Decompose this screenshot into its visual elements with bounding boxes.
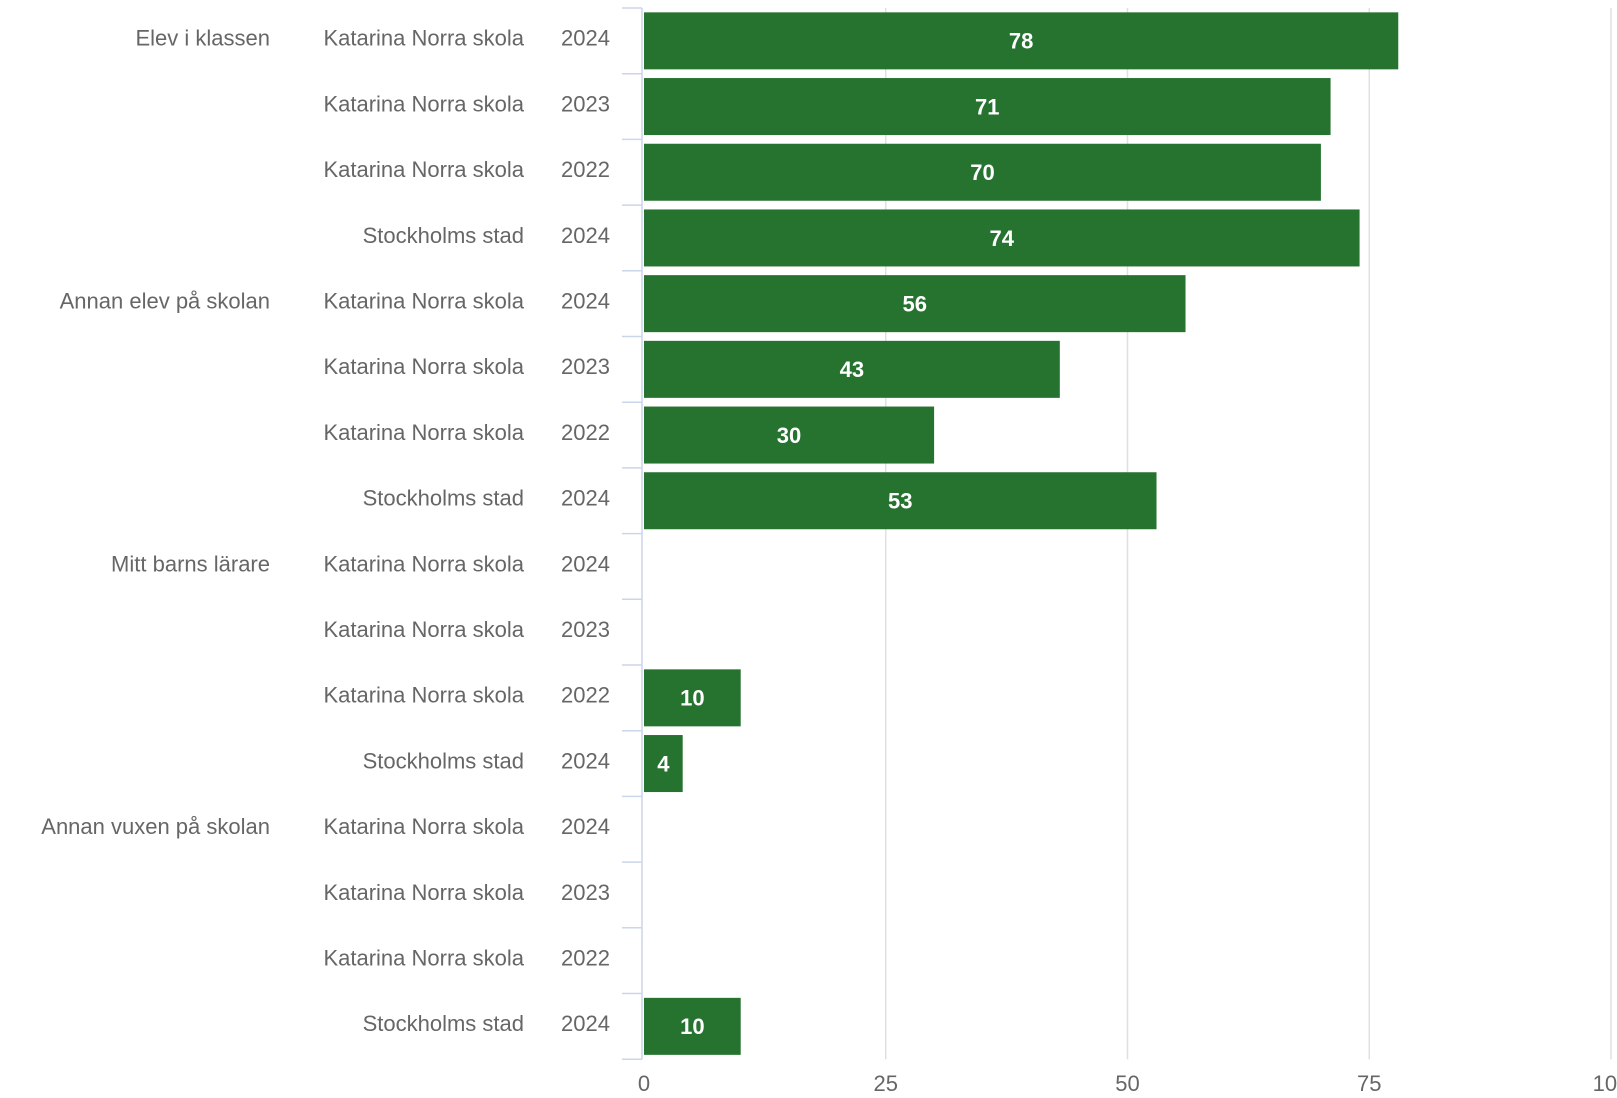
- bar: [644, 997, 741, 1055]
- entity-label: Katarina Norra skola: [323, 617, 524, 642]
- year-label: 2024: [561, 814, 610, 839]
- x-tick-label: 50: [1115, 1071, 1139, 1096]
- entity-label: Katarina Norra skola: [323, 420, 524, 445]
- data-label: 43: [840, 357, 864, 382]
- data-label: 78: [1009, 29, 1033, 54]
- entity-label: Katarina Norra skola: [323, 354, 524, 379]
- data-label: 30: [777, 423, 801, 448]
- year-label: 2024: [561, 551, 610, 576]
- entity-label: Katarina Norra skola: [323, 683, 524, 708]
- group-label: Elev i klassen: [135, 26, 270, 51]
- bar: [644, 275, 1186, 333]
- group-label: Annan vuxen på skolan: [41, 814, 270, 839]
- entity-label: Stockholms stad: [363, 748, 524, 773]
- entity-label: Katarina Norra skola: [323, 26, 524, 51]
- year-label: 2022: [561, 945, 610, 970]
- entity-label: Katarina Norra skola: [323, 880, 524, 905]
- year-label: 2023: [561, 91, 610, 116]
- bar: [644, 472, 1157, 530]
- group-label: Mitt barns lärare: [111, 551, 270, 576]
- entity-label: Katarina Norra skola: [323, 945, 524, 970]
- year-label: 2023: [561, 880, 610, 905]
- bar: [644, 78, 1331, 136]
- bar: [644, 735, 683, 793]
- entity-label: Katarina Norra skola: [323, 157, 524, 182]
- year-label: 2024: [561, 1011, 610, 1036]
- data-label: 56: [903, 291, 927, 316]
- year-label: 2024: [561, 26, 610, 51]
- entity-label: Katarina Norra skola: [323, 91, 524, 116]
- entity-label: Katarina Norra skola: [323, 814, 524, 839]
- data-label: 74: [990, 226, 1015, 251]
- data-label: 71: [975, 94, 999, 119]
- data-label: 70: [970, 160, 994, 185]
- bar: [644, 340, 1060, 398]
- data-label: 53: [888, 489, 912, 514]
- data-label: 10: [680, 1014, 704, 1039]
- year-label: 2024: [561, 748, 610, 773]
- entity-label: Katarina Norra skola: [323, 288, 524, 313]
- year-label: 2024: [561, 486, 610, 511]
- group-label: Annan elev på skolan: [60, 288, 270, 313]
- bars: 78 71 70 74 56 43 30 53 10 4 10: [644, 12, 1399, 1055]
- bar: [644, 669, 741, 727]
- x-tick-label: 25: [874, 1071, 898, 1096]
- year-label: 2022: [561, 683, 610, 708]
- data-label: 4: [657, 751, 670, 776]
- x-axis-ticks: 0 25 50 75 100: [638, 1071, 1617, 1096]
- entity-label: Stockholms stad: [363, 1011, 524, 1036]
- x-tick-label: 100: [1593, 1071, 1617, 1096]
- x-tick-label: 75: [1357, 1071, 1381, 1096]
- category-axis: [622, 7, 643, 1060]
- bar: [644, 209, 1360, 267]
- row-labels: Elev i klassen Katarina Norra skola 2024 Ka…: [41, 26, 610, 1036]
- entity-label: Katarina Norra skola: [323, 551, 524, 576]
- year-label: 2023: [561, 354, 610, 379]
- bar: [644, 143, 1321, 201]
- year-label: 2022: [561, 157, 610, 182]
- data-label: 10: [680, 686, 704, 711]
- x-tick-label: 0: [638, 1071, 650, 1096]
- bar: [644, 406, 935, 464]
- entity-label: Stockholms stad: [363, 223, 524, 248]
- year-label: 2022: [561, 420, 610, 445]
- entity-label: Stockholms stad: [363, 486, 524, 511]
- bar: [644, 12, 1399, 70]
- year-label: 2024: [561, 288, 610, 313]
- year-label: 2023: [561, 617, 610, 642]
- year-label: 2024: [561, 223, 610, 248]
